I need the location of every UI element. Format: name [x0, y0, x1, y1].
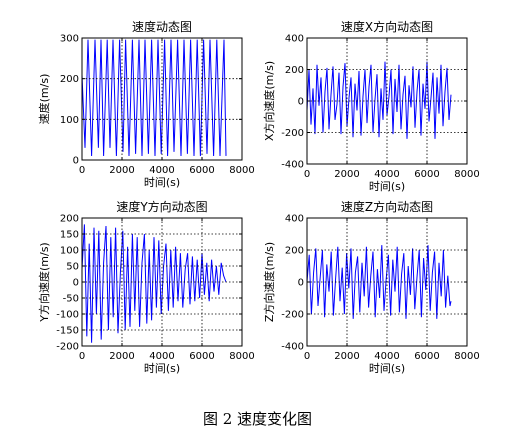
vz-ytick-label: -400: [281, 342, 304, 353]
vy-series-line: [82, 224, 227, 343]
vz-series-line: [307, 245, 452, 319]
vx-ytick-label: 0: [298, 97, 304, 108]
vx-xlabel: 时间(s): [369, 180, 405, 193]
speed-ytick-label: 100: [60, 115, 79, 126]
vx-ytick-label: 400: [285, 34, 304, 45]
speed-ytick-label: 300: [60, 34, 79, 45]
vx-ytick-label: -200: [281, 128, 304, 139]
speed-xlabel: 时间(s): [144, 176, 180, 189]
speed-series-line: [82, 39, 227, 156]
vz-ytick-label: 0: [298, 278, 304, 289]
vy-xlabel: 时间(s): [144, 362, 180, 375]
vz-xtick-label: 0: [304, 351, 310, 362]
vz-ytick-label: 400: [285, 214, 304, 225]
speed-xtick-label: 8000: [229, 165, 254, 176]
vz-xlabel: 时间(s): [369, 362, 405, 375]
vz-xtick-label: 8000: [454, 351, 479, 362]
chart-vx: 0 2000 4000 6000 8000 -400 -200 0 200 400 速度X方向动态图…: [262, 19, 480, 193]
vy-ytick-label: -150: [56, 326, 79, 337]
vz-title: 速度Z方向动态图: [341, 199, 433, 214]
speed-xtick-label: 6000: [189, 165, 214, 176]
vy-axes-box: [81, 217, 243, 347]
vz-xtick-label: 2000: [334, 351, 359, 362]
chart-vz: 0 2000 4000 6000 8000 -400 -200 0 200 400 速度Z方向动态图…: [262, 199, 480, 375]
figure-canvas: 0 2000 4000 6000 80000100200300速度动态图时间(s)速度(…: [37, 19, 480, 375]
vy-ytick-label: -100: [56, 310, 79, 321]
vz-ytick-label: -200: [281, 310, 304, 321]
speed-title: 速度动态图: [132, 19, 192, 34]
vz-ylabel: Z方向速度(m/s): [262, 242, 276, 322]
vy-ytick-label: 100: [60, 246, 79, 257]
vx-xtick-label: 2000: [334, 169, 359, 180]
speed-ytick-label: 0: [73, 156, 79, 167]
vx-title: 速度X方向动态图: [341, 19, 433, 34]
vy-xtick-label: 4000: [149, 351, 174, 362]
vy-ytick-label: -200: [56, 342, 79, 353]
vx-xtick-label: 4000: [374, 169, 399, 180]
vy-ylabel: Y方向速度(m/s): [37, 242, 51, 322]
vx-xtick-label: 0: [304, 169, 310, 180]
vx-xtick-label: 8000: [454, 169, 479, 180]
chart-vy: 0 2000 4000 6000 8000 -200 -150 -100 -50 0 50 100 15…: [37, 199, 255, 375]
speed-ylabel: 速度(m/s): [37, 74, 51, 125]
vz-ytick-label: 200: [285, 246, 304, 257]
vy-ytick-label: -50: [63, 294, 79, 305]
vy-xtick-label: 8000: [229, 351, 254, 362]
vy-ytick-label: 50: [66, 262, 79, 273]
vz-xtick-label: 6000: [414, 351, 439, 362]
vy-ytick-label: 150: [60, 230, 79, 241]
vx-axes-box: [306, 37, 468, 165]
vx-ytick-label: 200: [285, 65, 304, 76]
speed-xtick-label: 0: [79, 165, 85, 176]
figure-caption: 图 2 速度变化图: [202, 410, 313, 428]
speed-ytick-label: 200: [60, 74, 79, 85]
vx-series-line: [307, 61, 452, 139]
vz-axes-box: [306, 217, 468, 347]
vx-xtick-label: 6000: [414, 169, 439, 180]
vy-title: 速度Y方向动态图: [116, 199, 207, 214]
speed-axes-box: [81, 37, 243, 161]
vy-xtick-label: 0: [79, 351, 85, 362]
vy-ytick-label: 0: [73, 278, 79, 289]
vz-xtick-label: 4000: [374, 351, 399, 362]
speed-xtick-label: 2000: [109, 165, 134, 176]
vx-ylabel: X方向速度(m/s): [262, 61, 276, 141]
speed-xtick-label: 4000: [149, 165, 174, 176]
vy-xtick-label: 6000: [189, 351, 214, 362]
vx-ytick-label: -400: [281, 160, 304, 171]
vy-ytick-label: 200: [60, 214, 79, 225]
vy-xtick-label: 2000: [109, 351, 134, 362]
